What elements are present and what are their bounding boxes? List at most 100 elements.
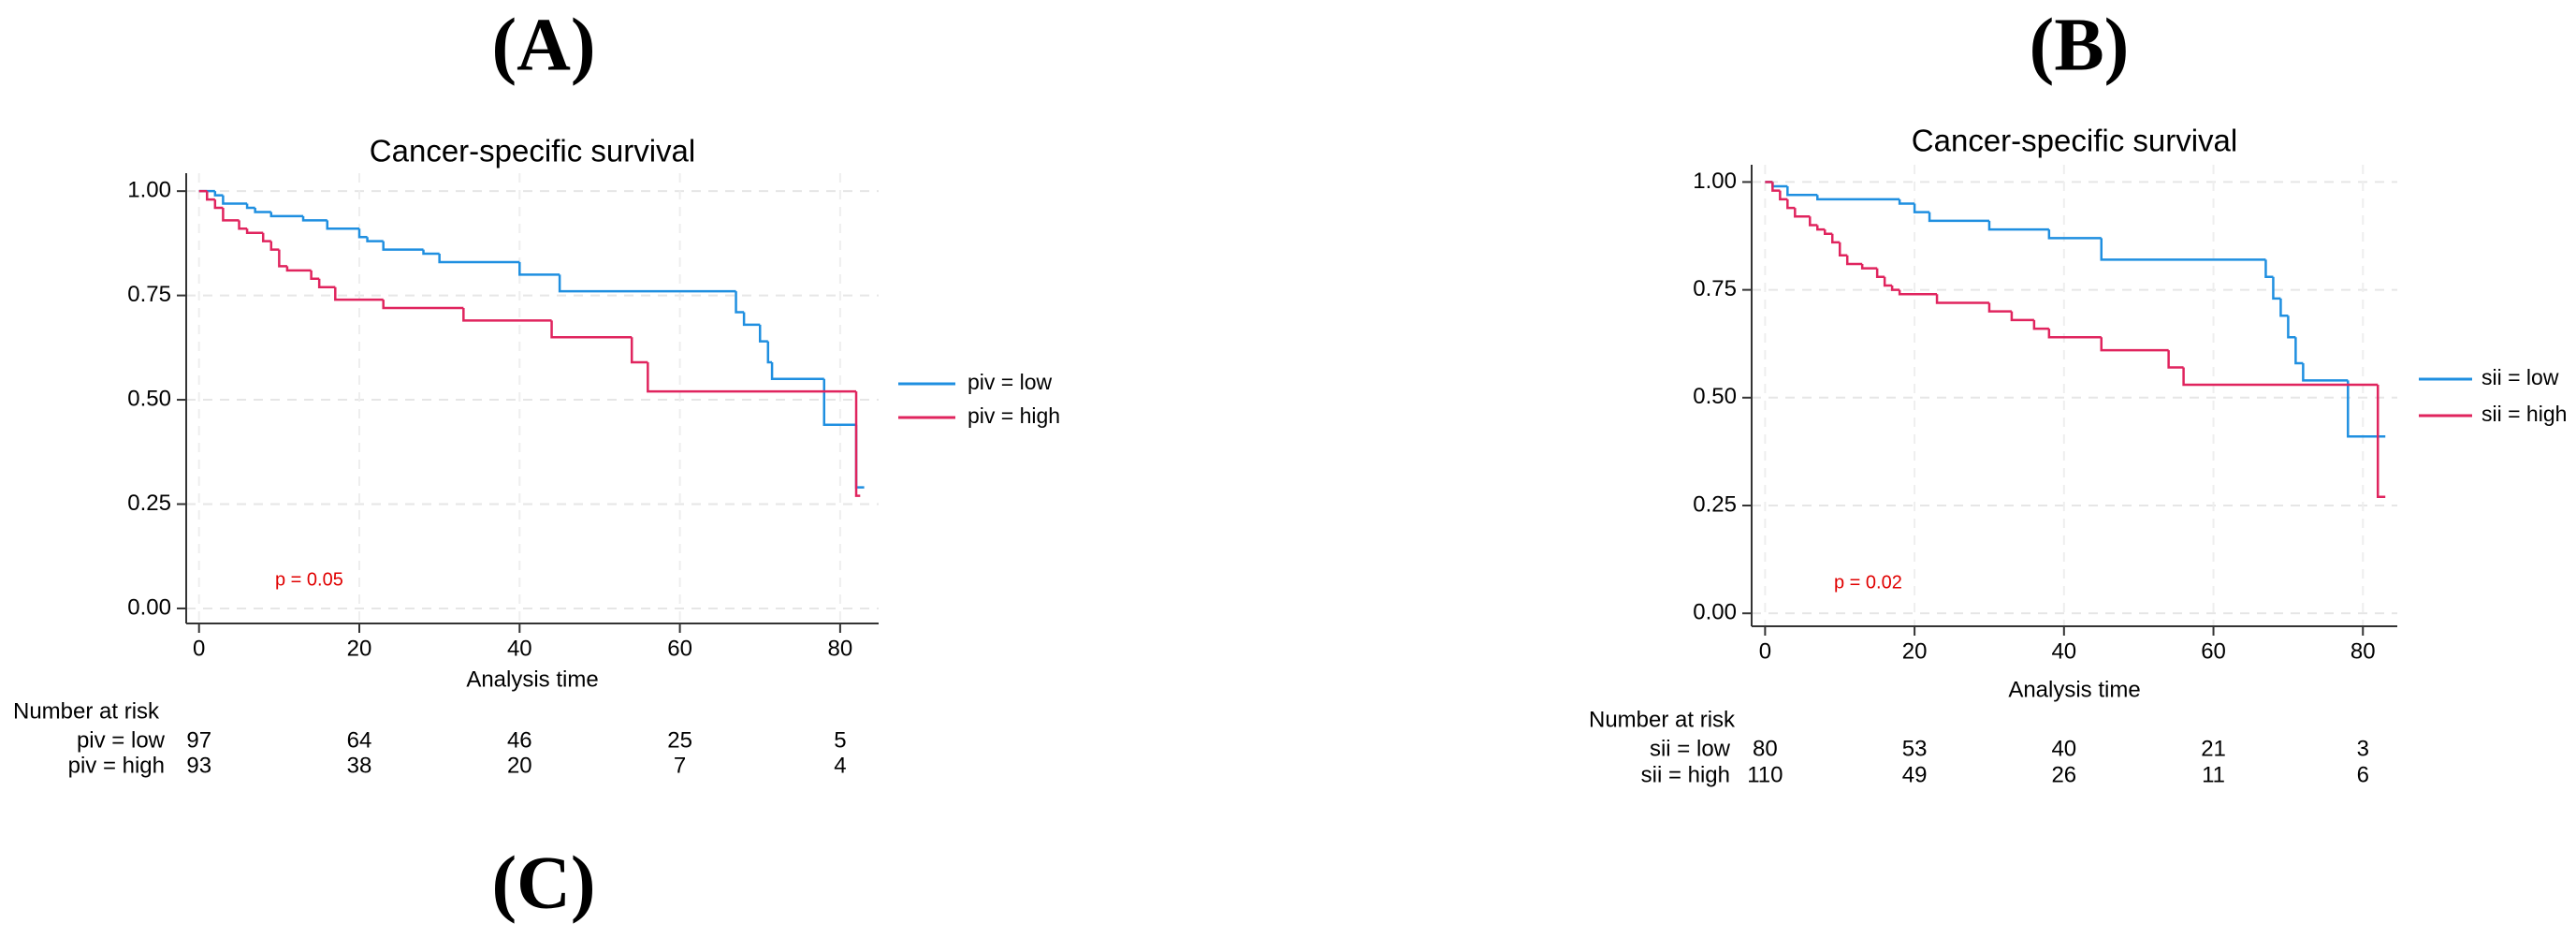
risk-count: 5 [834, 727, 846, 753]
survival-step [326, 220, 359, 230]
survival-step [1831, 233, 1841, 244]
x-tick-label: 80 [2350, 638, 2376, 664]
risk-table-title: Number at risk [1589, 707, 1736, 732]
survival-step [2294, 337, 2304, 365]
survival-step [462, 307, 552, 322]
survival-step [822, 378, 857, 427]
survival-step [1816, 195, 1900, 201]
survival-step [334, 286, 384, 301]
survival-step [2032, 319, 2049, 330]
survival-step [2347, 380, 2386, 438]
risk-count: 64 [347, 727, 372, 753]
risk-table-title: Number at risk [13, 698, 160, 724]
risk-count: 7 [674, 753, 686, 778]
survival-step [2100, 337, 2169, 352]
risk-count: 26 [2051, 762, 2076, 787]
x-tick-label: 40 [507, 636, 532, 661]
survival-step [1898, 198, 1915, 205]
survival-step [854, 424, 865, 489]
x-tick-label: 60 [2201, 638, 2226, 664]
risk-count: 11 [2202, 762, 2225, 787]
survival-step [2167, 350, 2184, 369]
risk-count: 46 [507, 727, 532, 753]
survival-step [245, 203, 255, 210]
survival-step [301, 215, 327, 222]
survival-step [1913, 203, 1930, 213]
risk-count: 53 [1902, 736, 1928, 761]
survival-step [742, 312, 761, 327]
risk-count: 80 [1753, 736, 1778, 761]
survival-step [1987, 220, 2049, 231]
survival-step [2287, 315, 2296, 339]
survival-step [1771, 182, 1781, 192]
survival-step [1794, 208, 1811, 218]
survival-step [2182, 367, 2379, 387]
survival-step [766, 341, 773, 364]
survival-step [1786, 198, 1796, 210]
survival-step [735, 291, 745, 314]
survival-step [2100, 238, 2266, 261]
survival-step [1898, 289, 1938, 296]
legend-label: piv = low [968, 370, 1053, 394]
survival-step [1860, 263, 1878, 270]
x-tick-label: 40 [2051, 638, 2076, 664]
survival-step [310, 270, 320, 281]
x-tick-label: 20 [347, 636, 372, 661]
survival-step [278, 249, 287, 268]
survival-step [2264, 259, 2274, 279]
y-tick-label: 0.75 [1693, 276, 1737, 301]
x-tick-label: 20 [1902, 638, 1928, 664]
risk-count: 93 [186, 753, 211, 778]
risk-count: 110 [1747, 762, 1783, 787]
survival-step [1824, 229, 1833, 235]
annotation: p = 0.02 [1834, 572, 1902, 593]
survival-step [647, 361, 857, 393]
survival-step [269, 241, 280, 251]
risk-row-label: sii = high [1641, 762, 1730, 787]
survival-step [770, 361, 824, 381]
x-tick-label: 0 [193, 636, 205, 661]
survival-step [261, 232, 271, 242]
survival-step [854, 391, 861, 497]
legend-label: sii = high [2481, 402, 2567, 426]
survival-step [518, 261, 560, 276]
survival-step [1935, 294, 1989, 304]
survival-step [254, 208, 271, 213]
risk-row-label: sii = low [1650, 736, 1731, 761]
legend-label: piv = high [968, 403, 1060, 428]
chart-title: Cancer-specific survival [370, 134, 695, 169]
panel-label: (B) [2030, 4, 2130, 86]
y-tick-label: 0.50 [1693, 384, 1737, 409]
x-tick-label: 80 [828, 636, 853, 661]
survival-step [238, 220, 248, 230]
y-tick-label: 1.00 [1693, 169, 1737, 194]
survival-step [1928, 212, 1989, 223]
survival-step [558, 274, 736, 293]
panel-label: (C) [491, 842, 595, 924]
survival-step [1816, 225, 1826, 231]
survival-step [1809, 216, 1818, 227]
survival-step [382, 241, 424, 251]
y-tick-label: 0.00 [127, 594, 171, 620]
y-tick-label: 0.25 [127, 491, 171, 516]
survival-step [2302, 362, 2349, 382]
survival-step [1845, 255, 1863, 266]
survival-step [1883, 276, 1893, 287]
risk-count: 25 [667, 727, 692, 753]
survival-step [758, 324, 768, 343]
legend-label: sii = low [2481, 365, 2559, 389]
survival-step [366, 237, 384, 242]
survival-step [213, 191, 224, 197]
y-tick-label: 0.50 [127, 386, 171, 411]
survival-step [2047, 229, 2102, 240]
x-tick-label: 60 [667, 636, 692, 661]
survival-step [1875, 268, 1885, 279]
survival-step [285, 266, 312, 272]
survival-step [1987, 302, 2012, 313]
survival-step [1786, 186, 1818, 197]
chart-title: Cancer-specific survival [1912, 124, 2237, 158]
survival-step [213, 199, 224, 210]
risk-count: 3 [2357, 736, 2369, 761]
y-tick-label: 0.00 [1693, 600, 1737, 625]
